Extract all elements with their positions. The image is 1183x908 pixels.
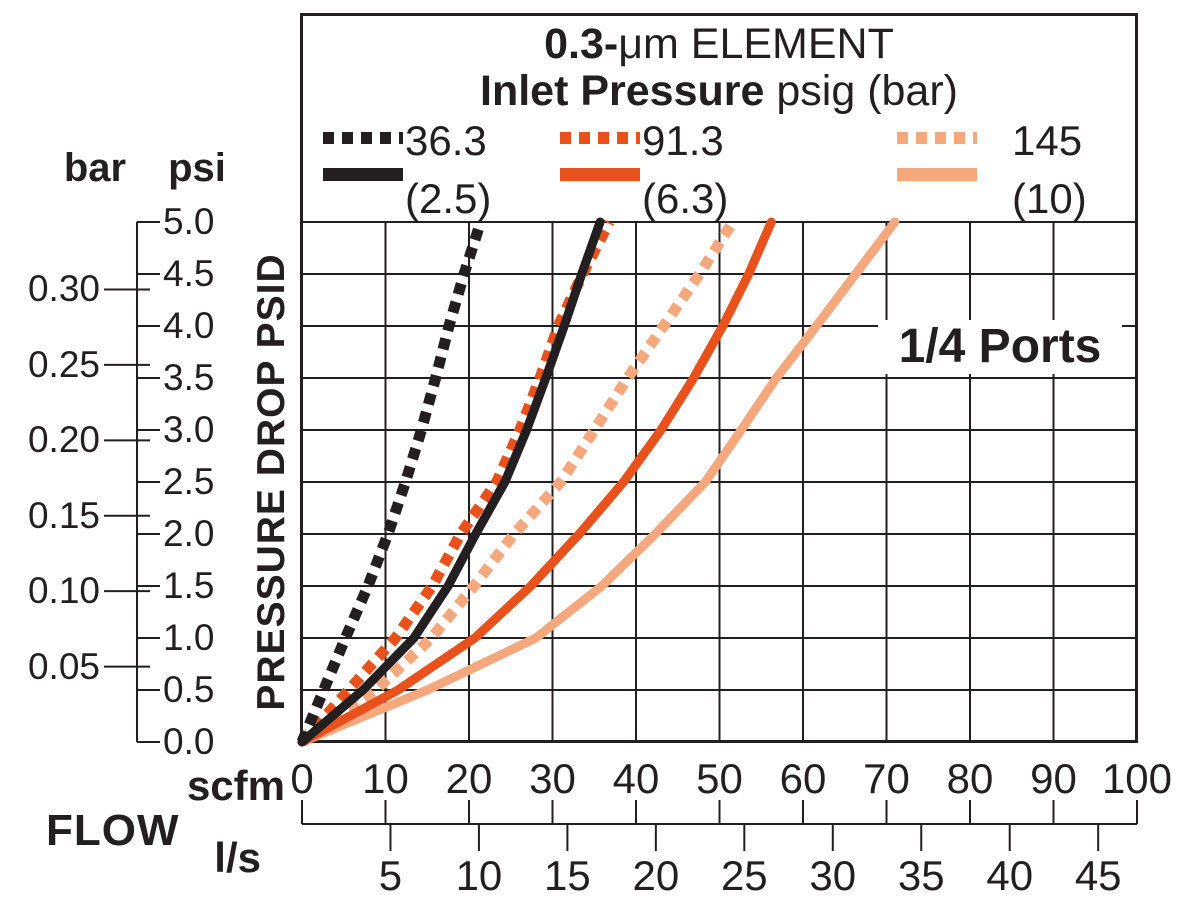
bar-tick-label: 0.25 [27,343,100,385]
legend-swatch-dotted [897,132,977,144]
legend-swatch-dotted [323,132,403,144]
y-axis-title: PRESSURE DROP PSID [250,253,293,711]
legend-item-label: 36.3 [405,117,487,164]
curve-91.3-dotted [297,219,615,746]
ls-tick-label: 40 [986,852,1034,899]
legend-swatch-dotted [560,132,640,144]
psi-axis-header: psi [168,146,226,190]
legend-item-label: 91.3 [642,117,724,164]
ls-tick-label: 10 [455,852,503,899]
bar-tick-label: 0.05 [27,645,100,687]
curve-145-dotted [298,219,738,747]
legend-subtitle-rest: psig (bar) [764,67,958,115]
bar-tick-label: 0.15 [27,494,100,536]
legend-title-rest: μm ELEMENT [618,20,894,68]
legend-title-bold: 0.3- [544,20,619,68]
psi-tick-label: 2.5 [163,461,215,502]
scfm-tick-label: 80 [946,755,994,802]
scfm-tick-label: 20 [445,755,493,802]
legend-item-label: (6.3) [642,175,729,222]
psi-tick-label: 1.0 [163,617,215,658]
scfm-tick-label: 90 [1030,755,1077,802]
psi-tick-label: 0.0 [163,721,215,762]
x-axis-title: FLOW [46,806,180,855]
psi-tick-label: 1.5 [163,565,215,606]
ls-tick-label: 5 [378,852,403,899]
bar-tick-label: 0.20 [27,419,100,461]
scfm-tick-label: 50 [696,755,743,802]
legend-item-label: 145 [1012,117,1083,164]
legend-item-label: (10) [1012,175,1087,222]
psi-tick-label: 4.5 [163,253,215,294]
curve-36.3-dotted [296,220,486,745]
bar-tick-label: 0.30 [27,268,100,310]
legend-item-label: (2.5) [405,175,492,222]
ls-tick-label: 15 [544,852,591,899]
ls-tick-label: 35 [897,852,945,899]
psi-tick-label: 3.0 [163,409,215,450]
ls-unit-label: l/s [214,834,261,881]
psi-tick-label: 0.5 [163,669,215,710]
curve-10-solid [297,217,900,747]
scfm-tick-label: 100 [1101,755,1173,802]
scfm-tick-label: 0 [290,755,314,802]
scfm-tick-label: 30 [529,755,576,802]
scfm-tick-label: 60 [779,755,827,802]
ls-tick-label: 45 [1074,852,1122,899]
chart-frame [300,13,1138,743]
curve-2.5-solid [297,217,605,747]
ls-tick-label: 20 [632,852,680,899]
ls-tick-label: 25 [720,852,768,899]
curve-6.3-solid [297,217,776,747]
bar-axis-header: bar [63,146,127,190]
legend-swatch-solid [897,168,977,181]
ports-annotation: 1/4 Ports [878,320,1122,374]
scfm-tick-label: 40 [612,755,660,802]
legend-swatch-solid [323,168,403,181]
bar-tick-label: 0.10 [27,570,100,612]
scfm-tick-label: 10 [362,755,409,802]
legend-swatch-solid [560,168,640,181]
psi-tick-label: 3.5 [163,357,215,398]
legend-title: 0.3-μm ELEMENT [300,20,1138,69]
legend-subtitle: Inlet Pressure psig (bar) [300,67,1138,116]
psi-tick-label: 2.0 [163,513,215,554]
legend-subtitle-bold: Inlet Pressure [480,67,765,115]
scfm-unit-label: scfm [186,762,285,809]
psi-tick-label: 4.0 [163,305,215,346]
ls-tick-label: 30 [809,852,857,899]
psi-tick-label: 5.0 [163,201,215,242]
scfm-tick-label: 70 [863,755,910,802]
